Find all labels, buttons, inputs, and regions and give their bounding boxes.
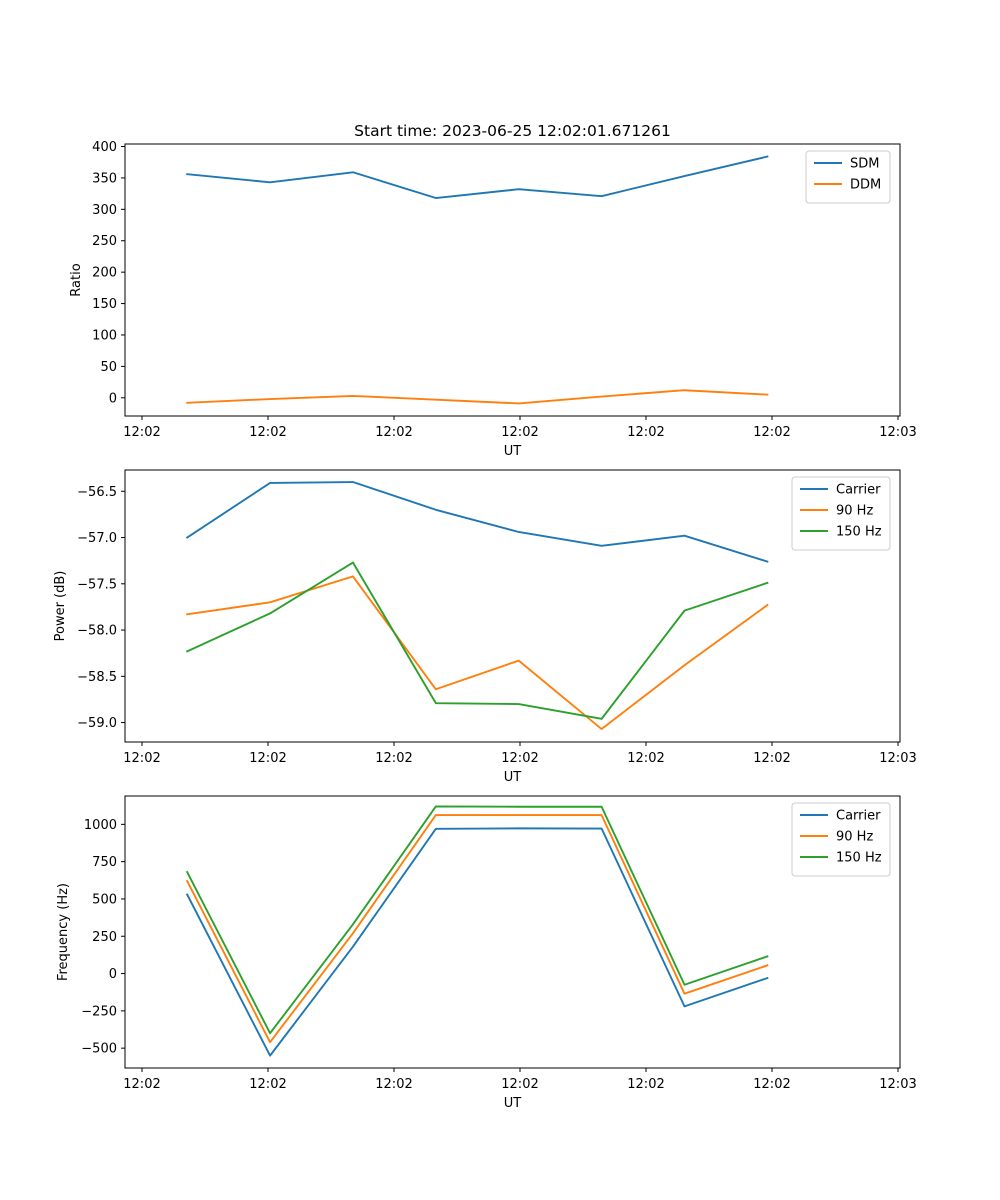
x-tick-label: 12:02 [375, 751, 412, 766]
x-tick-label: 12:03 [879, 1077, 916, 1092]
subplot-2: 12:02 12:02 12:02 12:02 12:02 12:02 12:03 −59.0… [53, 469, 917, 785]
y-tick-label: 200 [92, 266, 117, 281]
legend-entry: 90 Hz [836, 830, 873, 845]
legend-box [805, 150, 891, 204]
series-line-150-hz [185, 561, 769, 720]
series-line-90-hz [185, 814, 769, 1044]
series-line-carrier [185, 481, 769, 563]
x-tick-label: 12:03 [879, 425, 916, 440]
legend-entry: 90 Hz [836, 504, 873, 519]
legend-entry: DDM [850, 178, 881, 193]
subplot-1: 12:02 12:02 12:02 12:02 12:02 12:02 12:03 0 50 10… [69, 140, 917, 459]
x-tick-label: 12:02 [375, 1077, 412, 1092]
plot-frame [124, 795, 901, 1069]
y-tick-label: 400 [92, 140, 117, 155]
y-tick-label: 250 [92, 234, 117, 249]
y-tick-label: 750 [92, 855, 117, 870]
legend-entry: Carrier [836, 809, 881, 824]
series-line-150-hz [185, 805, 769, 1035]
y-tick-label: 100 [92, 328, 117, 343]
y-tick-label: 250 [92, 930, 117, 945]
legend-entry: SDM [850, 157, 879, 172]
x-tick-label: 12:03 [879, 751, 916, 766]
x-tick-label: 12:02 [627, 425, 664, 440]
y-tick-label: 0 [109, 967, 117, 982]
x-tick-label: 12:02 [249, 425, 286, 440]
y-tick-label: 350 [92, 171, 117, 186]
x-tick-label: 12:02 [501, 425, 538, 440]
y-tick-label: −57.0 [77, 531, 117, 546]
x-tick-label: 12:02 [501, 751, 538, 766]
x-tick-label: 12:02 [123, 1077, 160, 1092]
x-axis-label: UT [504, 1096, 522, 1111]
x-axis-label: UT [504, 770, 522, 785]
series-line-carrier [185, 827, 769, 1057]
plot-frame [124, 469, 901, 743]
y-tick-label: 150 [92, 297, 117, 312]
series-line-90-hz [186, 575, 769, 730]
y-tick-label: −58.5 [77, 670, 117, 685]
y-axis-label: Frequency (Hz) [56, 883, 71, 981]
series-line-sdm [186, 155, 769, 199]
y-tick-label: 300 [92, 203, 117, 218]
plot-frame [124, 143, 901, 417]
legend: SDM DDM [805, 150, 891, 204]
x-tick-label: 12:02 [627, 751, 664, 766]
y-tick-label: 0 [109, 391, 117, 406]
legend: Carrier 90 Hz 150 Hz [791, 802, 891, 877]
x-tick-label: 12:02 [753, 751, 790, 766]
x-tick-label: 12:02 [627, 1077, 664, 1092]
x-tick-label: 12:02 [753, 425, 790, 440]
y-tick-label: −57.5 [77, 577, 117, 592]
x-tick-label: 12:02 [123, 751, 160, 766]
y-tick-label: −59.0 [77, 716, 117, 731]
x-tick-label: 12:02 [249, 1077, 286, 1092]
figure-title: Start time: 2023-06-25 12:02:01.671261 [354, 122, 671, 140]
y-axis-label: Power (dB) [53, 571, 68, 642]
y-tick-label: 500 [92, 892, 117, 907]
y-axis-label: Ratio [69, 263, 84, 296]
x-axis-label: UT [504, 444, 522, 459]
x-tick-label: 12:02 [501, 1077, 538, 1092]
x-tick-label: 12:02 [753, 1077, 790, 1092]
y-tick-label: −500 [81, 1042, 117, 1057]
subplot-panels: 12:02 12:02 12:02 12:02 12:02 12:02 12:03 0 50 10… [53, 140, 917, 1111]
legend-entry: Carrier [836, 483, 881, 498]
y-tick-label: −56.5 [77, 485, 117, 500]
y-tick-label: 1000 [84, 818, 117, 833]
series-line-ddm [186, 389, 769, 405]
subplot-3: 12:02 12:02 12:02 12:02 12:02 12:02 12:03 −500 −… [56, 795, 917, 1111]
legend-entry: 150 Hz [836, 851, 882, 866]
y-tick-label: 50 [100, 360, 117, 375]
x-tick-label: 12:02 [123, 425, 160, 440]
legend-entry: 150 Hz [836, 525, 882, 540]
x-tick-label: 12:02 [375, 425, 412, 440]
legend: Carrier 90 Hz 150 Hz [791, 476, 891, 551]
y-tick-label: −250 [81, 1004, 117, 1019]
x-tick-label: 12:02 [249, 751, 286, 766]
y-tick-label: −58.0 [77, 624, 117, 639]
